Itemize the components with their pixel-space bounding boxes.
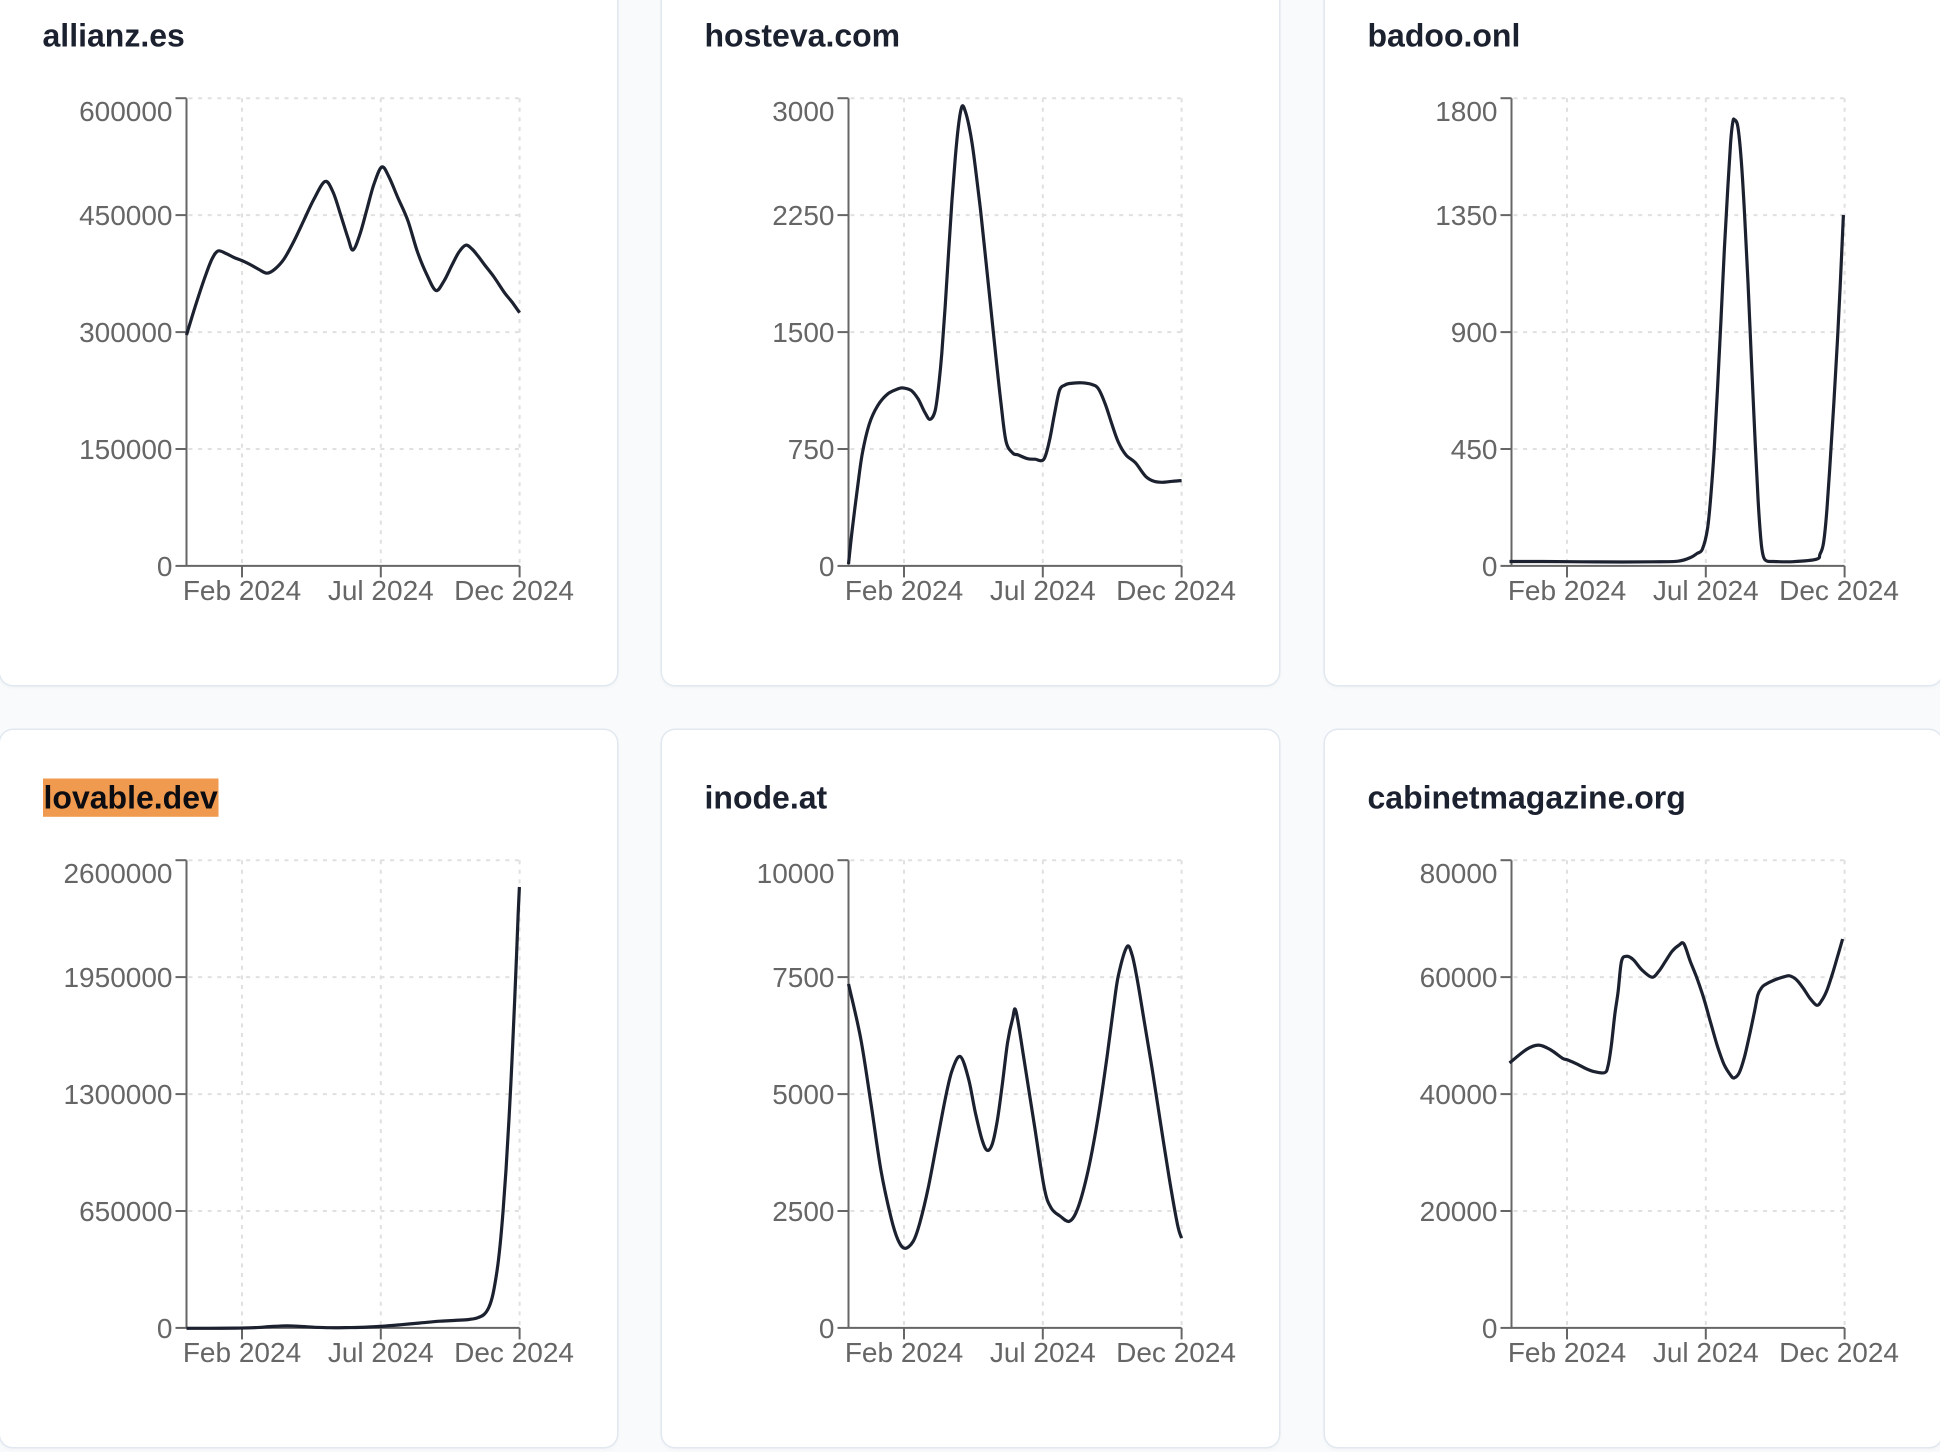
- svg-text:300000: 300000: [79, 317, 172, 348]
- svg-text:Dec 2024: Dec 2024: [1116, 1337, 1236, 1368]
- svg-text:Feb 2024: Feb 2024: [183, 575, 301, 606]
- svg-text:10000: 10000: [757, 858, 835, 889]
- svg-text:1500: 1500: [772, 317, 834, 348]
- svg-text:450: 450: [1451, 434, 1498, 465]
- svg-text:2500: 2500: [772, 1196, 834, 1227]
- svg-text:Feb 2024: Feb 2024: [845, 575, 963, 606]
- svg-text:650000: 650000: [79, 1196, 172, 1227]
- svg-text:40000: 40000: [1420, 1079, 1498, 1110]
- svg-text:0: 0: [157, 551, 173, 582]
- svg-text:allianz.es: allianz.es: [43, 18, 185, 54]
- svg-text:Dec 2024: Dec 2024: [454, 1337, 574, 1368]
- svg-text:1300000: 1300000: [63, 1079, 172, 1110]
- svg-text:0: 0: [819, 551, 835, 582]
- svg-text:2250: 2250: [772, 200, 834, 231]
- svg-text:cabinetmagazine.org: cabinetmagazine.org: [1368, 780, 1686, 816]
- svg-text:Jul 2024: Jul 2024: [1653, 575, 1759, 606]
- svg-text:150000: 150000: [79, 434, 172, 465]
- svg-text:Jul 2024: Jul 2024: [990, 575, 1096, 606]
- svg-text:750: 750: [788, 434, 835, 465]
- svg-text:Jul 2024: Jul 2024: [990, 1337, 1096, 1368]
- svg-text:1800: 1800: [1435, 96, 1497, 127]
- svg-text:0: 0: [1482, 551, 1498, 582]
- svg-text:hosteva.com: hosteva.com: [705, 18, 901, 54]
- svg-text:450000: 450000: [79, 200, 172, 231]
- svg-text:Feb 2024: Feb 2024: [183, 1337, 301, 1368]
- svg-text:3000: 3000: [772, 96, 834, 127]
- svg-text:1950000: 1950000: [63, 962, 172, 993]
- svg-text:20000: 20000: [1420, 1196, 1498, 1227]
- svg-text:0: 0: [819, 1313, 835, 1344]
- svg-text:badoo.onl: badoo.onl: [1368, 18, 1521, 54]
- svg-text:900: 900: [1451, 317, 1498, 348]
- svg-text:0: 0: [1482, 1313, 1498, 1344]
- svg-text:inode.at: inode.at: [705, 780, 828, 816]
- svg-text:Dec 2024: Dec 2024: [1116, 575, 1236, 606]
- svg-text:Jul 2024: Jul 2024: [1653, 1337, 1759, 1368]
- svg-text:60000: 60000: [1420, 962, 1498, 993]
- svg-text:Jul 2024: Jul 2024: [328, 1337, 434, 1368]
- svg-text:Dec 2024: Dec 2024: [454, 575, 574, 606]
- svg-text:Feb 2024: Feb 2024: [1508, 1337, 1626, 1368]
- svg-text:Feb 2024: Feb 2024: [1508, 575, 1626, 606]
- svg-text:Feb 2024: Feb 2024: [845, 1337, 963, 1368]
- svg-text:5000: 5000: [772, 1079, 834, 1110]
- svg-text:80000: 80000: [1420, 858, 1498, 889]
- svg-text:0: 0: [157, 1313, 173, 1344]
- svg-text:2600000: 2600000: [63, 858, 172, 889]
- svg-text:7500: 7500: [772, 962, 834, 993]
- svg-text:600000: 600000: [79, 96, 172, 127]
- svg-text:1350: 1350: [1435, 200, 1497, 231]
- svg-text:Dec 2024: Dec 2024: [1779, 575, 1899, 606]
- svg-text:Jul 2024: Jul 2024: [328, 575, 434, 606]
- svg-text:Dec 2024: Dec 2024: [1779, 1337, 1899, 1368]
- svg-text:lovable.dev: lovable.dev: [44, 780, 219, 816]
